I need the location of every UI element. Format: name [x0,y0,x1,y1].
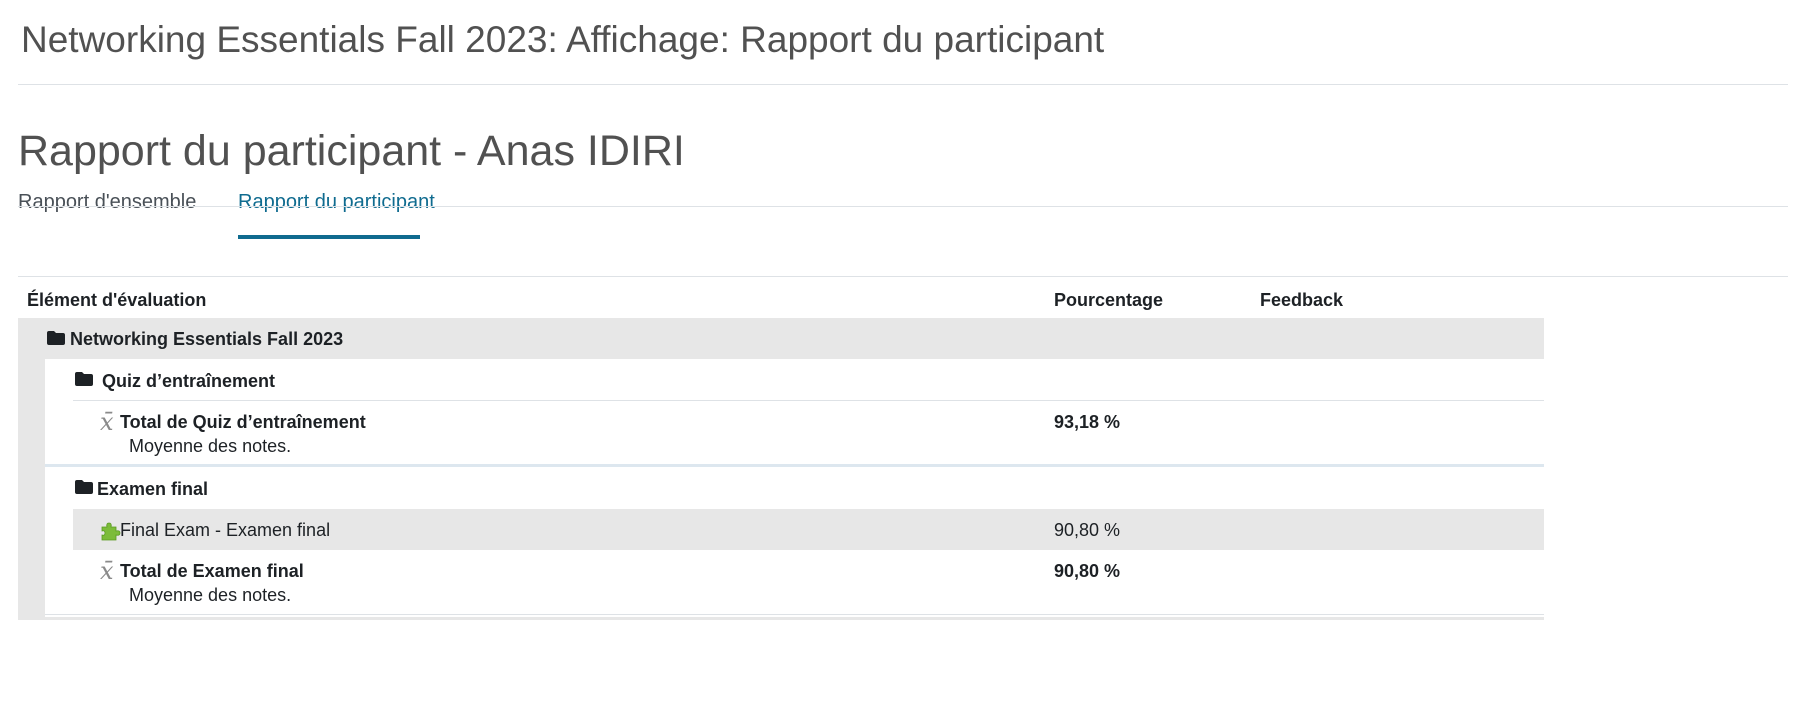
item-percentage-final-exam: 90,80 % [1054,520,1121,540]
mean-icon: x̄ [100,557,114,585]
mean-icon: x̄ [100,408,114,436]
table-header-row: Élément d'évaluation Pourcentage Feedbac… [18,276,1788,324]
item-link-final-exam[interactable]: Final Exam - Examen final [120,520,331,540]
item-row-band [73,509,1544,550]
tab-overview-report-label: Rapport d'ensemble [18,191,197,213]
tab-user-report-label: Rapport du participant [238,191,435,213]
folder-icon [75,372,93,386]
header-percentage: Pourcentage [1054,290,1164,310]
item-row-final-exam: Final Exam - Examen final 90,80 % [73,509,1544,550]
total-description-quiz: Moyenne des notes. [129,436,292,456]
category-divider [45,464,1544,467]
total-description-exam: Moyenne des notes. [129,585,292,605]
total-label-exam: Total de Examen final [120,561,304,581]
total-percentage-exam: 90,80 % [1054,561,1121,581]
page-header-title: Networking Essentials Fall 2023: Afficha… [21,19,1105,60]
puzzle-icon [101,522,121,541]
category-quiz-area [45,359,1544,465]
folder-icon [47,331,65,345]
total-label-quiz: Total de Quiz d’entraînement [120,412,366,432]
category-row-exam: Examen final [45,467,1544,509]
total-percentage-quiz: 93,18 % [1054,412,1121,432]
category-name-quiz: Quiz d’entraînement [102,371,276,391]
header-grade-item: Élément d'évaluation [27,290,207,310]
tab-user-report[interactable]: Rapport du participant [238,186,435,239]
course-name: Networking Essentials Fall 2023 [70,329,344,349]
report-title: Rapport du participant - Anas IDIRI [18,127,685,175]
category-name-exam: Examen final [97,479,209,499]
tabs-divider [18,206,1788,207]
row-divider [73,400,1544,401]
table-top-border [18,276,1788,277]
category-row-quiz: Quiz d’entraînement [45,359,1544,400]
total-row-exam: x̄ Total de Examen final Moyenne des not… [73,550,1544,614]
course-row: Networking Essentials Fall 2023 [18,318,1544,359]
active-tab-indicator [238,235,420,239]
header-feedback: Feedback [1260,290,1344,310]
tab-overview-report[interactable]: Rapport d'ensemble [18,186,196,239]
total-row-quiz: x̄ Total de Quiz d’entraînement Moyenne … [73,401,1544,464]
header-divider [18,84,1788,85]
row-divider [45,614,1544,615]
folder-icon [75,480,93,494]
